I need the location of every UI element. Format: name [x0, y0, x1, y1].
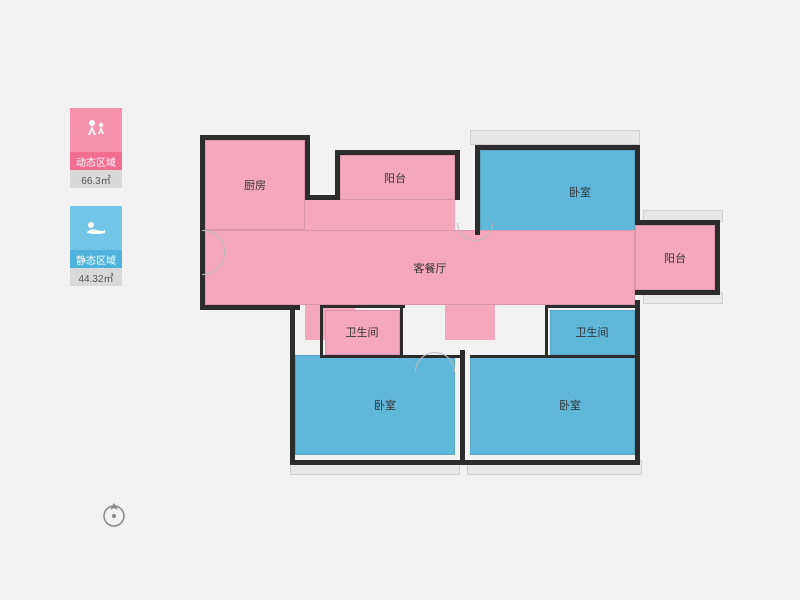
- door-arc: [180, 230, 225, 275]
- wall: [200, 305, 300, 310]
- wall: [545, 305, 548, 357]
- room-bedroom-br: [470, 355, 635, 455]
- room-label-bedroom-bl: 卧室: [374, 397, 396, 413]
- legend-dynamic-value: 66.3㎡: [70, 170, 122, 188]
- wall: [635, 290, 720, 295]
- wall: [635, 145, 640, 225]
- wall: [290, 305, 295, 465]
- room-label-balcony-r: 阳台: [664, 250, 686, 266]
- wall: [455, 150, 460, 200]
- wall: [200, 135, 310, 140]
- room-label-bedroom-tr: 卧室: [569, 184, 591, 200]
- room-bedroom-tr: [480, 150, 635, 235]
- wall: [715, 220, 720, 295]
- room-living-ext: [445, 305, 495, 340]
- wall: [200, 135, 205, 235]
- legend-static-icon: [70, 206, 122, 250]
- room-label-bedroom-br: 卧室: [559, 397, 581, 413]
- wall: [475, 145, 640, 150]
- compass-icon: [100, 500, 128, 528]
- room-label-living: 客餐厅: [414, 260, 447, 276]
- balcony-frame: [470, 130, 640, 145]
- wall: [475, 145, 480, 235]
- legend-dynamic: 动态区域 66.3㎡: [70, 108, 122, 188]
- wall: [400, 305, 403, 357]
- legend-dynamic-label: 动态区域: [70, 152, 122, 170]
- room-label-bath-right: 卫生间: [576, 324, 609, 340]
- wall: [290, 460, 465, 465]
- legend-panel: 动态区域 66.3㎡ 静态区域 44.32㎡: [70, 108, 122, 304]
- legend-static: 静态区域 44.32㎡: [70, 206, 122, 286]
- wall: [635, 300, 640, 465]
- wall: [320, 305, 323, 357]
- wall: [460, 350, 465, 465]
- legend-static-label: 静态区域: [70, 250, 122, 268]
- room-label-balcony-top: 阳台: [384, 170, 406, 186]
- legend-dynamic-icon: [70, 108, 122, 152]
- wall: [470, 355, 640, 358]
- floorplan: 厨房阳台卧室客餐厅阳台卫生间卫生间卧室卧室: [195, 110, 725, 470]
- wall: [545, 305, 640, 308]
- room-label-bath-left: 卫生间: [346, 324, 379, 340]
- wall: [305, 135, 310, 200]
- wall: [465, 460, 640, 465]
- room-living-ext: [305, 200, 455, 230]
- wall: [320, 305, 405, 308]
- room-label-kitchen: 厨房: [244, 177, 266, 193]
- legend-static-value: 44.32㎡: [70, 268, 122, 286]
- wall: [335, 150, 340, 200]
- wall: [635, 220, 720, 225]
- wall: [335, 150, 460, 155]
- wall: [305, 195, 335, 200]
